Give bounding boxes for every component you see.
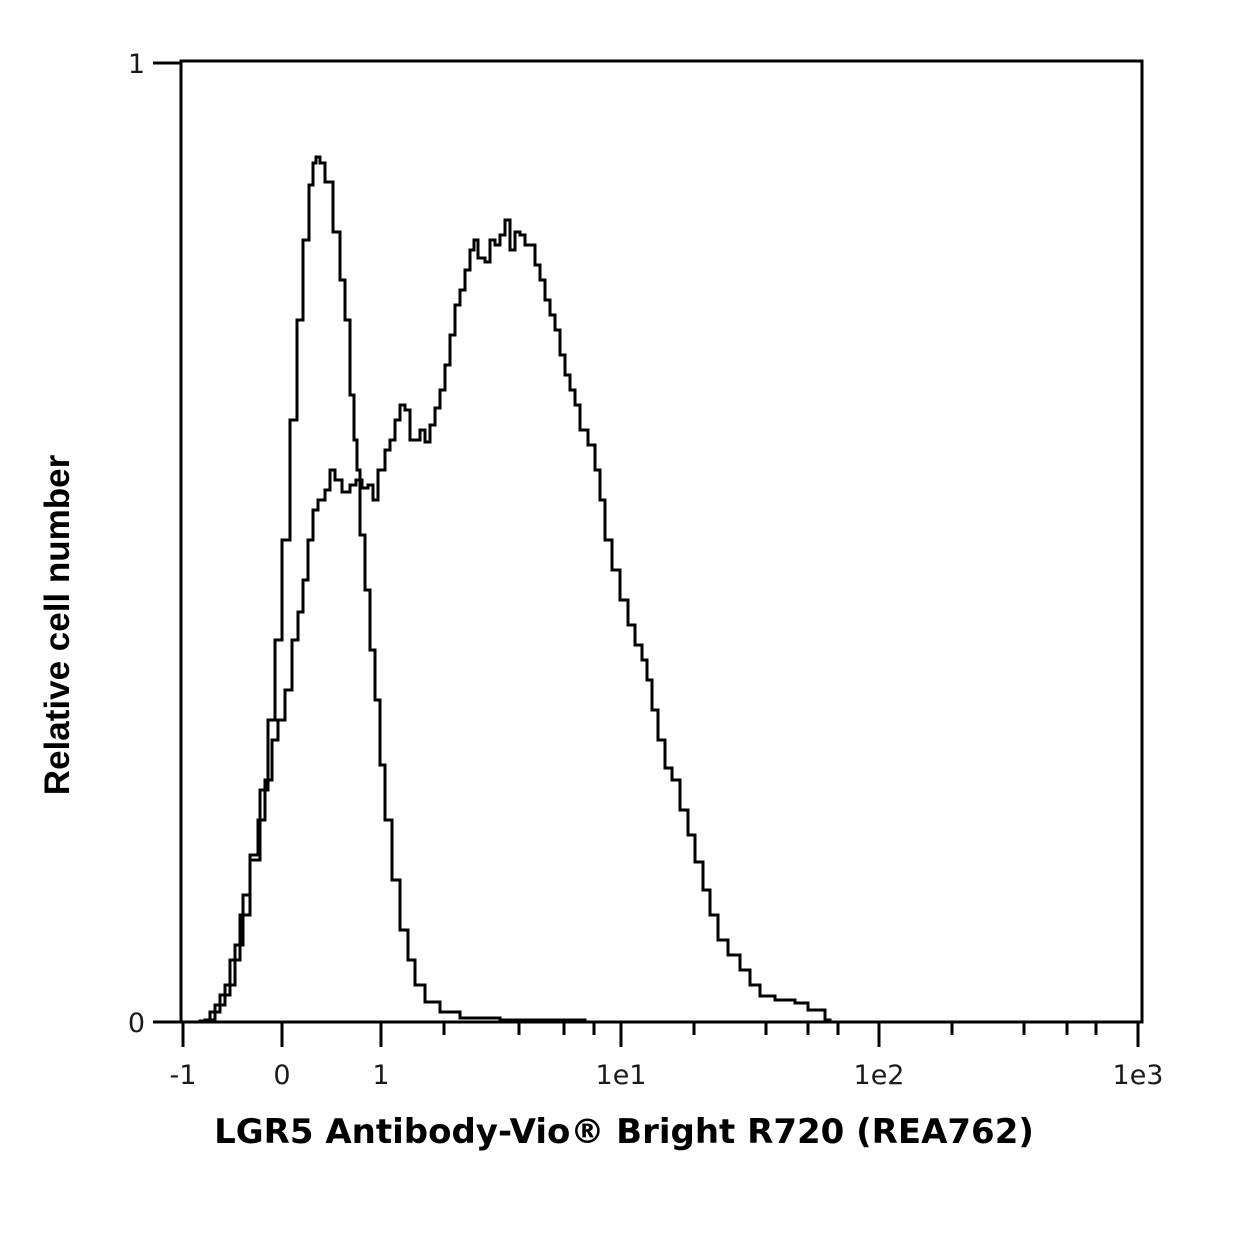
y-axis-title: Relative cell number	[38, 454, 77, 795]
histogram-series	[183, 155, 832, 1024]
plot-frame	[179, 59, 1144, 1024]
y-tick-label: 1	[128, 49, 145, 80]
x-axis-title: LGR5 Antibody-Vio® Bright R720 (REA762)	[214, 1112, 1034, 1152]
lgr5-histogram-line	[185, 218, 832, 1024]
x-axis-ticks: -1 0 1 1e1 1e2 1e3	[170, 1022, 1164, 1091]
x-tick-label: 1e3	[1113, 1060, 1164, 1091]
y-axis-ticks: 10	[128, 49, 181, 1039]
y-tick-label: 0	[128, 1008, 145, 1039]
control-histogram-line	[183, 155, 587, 1024]
x-tick-label: 1e2	[854, 1060, 905, 1091]
x-tick-label: 1	[372, 1060, 389, 1091]
x-tick-label: -1	[170, 1060, 197, 1091]
x-tick-label: 1e1	[596, 1060, 647, 1091]
x-tick-label: 0	[273, 1060, 290, 1091]
